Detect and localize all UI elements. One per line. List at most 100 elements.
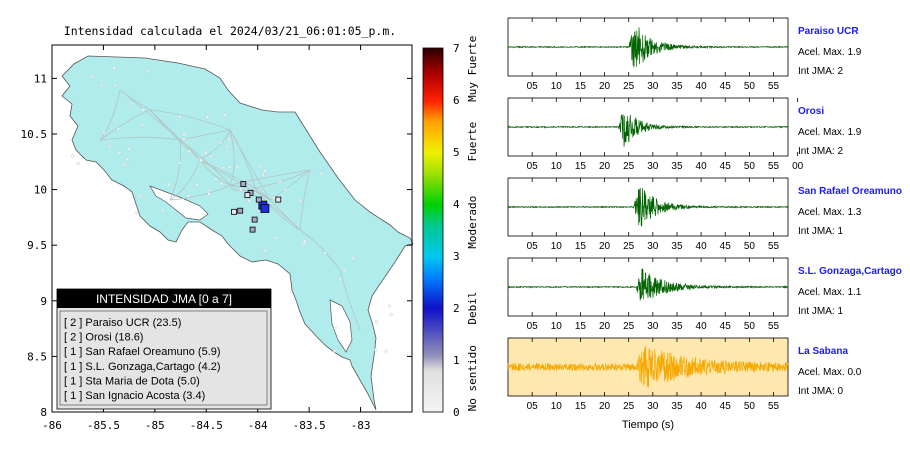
colorbar-segment xyxy=(423,305,443,309)
legend-entry: [ 2 ] Paraiso UCR (23.5) xyxy=(64,317,181,329)
trace-accel-label: Acel. Max. 1.1 xyxy=(798,287,862,298)
seismogram-panel-1: 05 10 15 20 25 30 35 40 45 50 55 00 Orosi Acel. Max. … xyxy=(507,97,862,172)
road-line xyxy=(229,184,271,201)
colorbar-segment xyxy=(423,349,443,353)
town-marker xyxy=(235,165,239,169)
town-marker xyxy=(195,183,199,187)
trace-tick-label: 35 xyxy=(671,401,683,412)
town-marker xyxy=(261,173,265,176)
map-y-tick-label: 8.5 xyxy=(27,350,47,363)
map-x-tick-label: -85.5 xyxy=(87,419,120,432)
colorbar-tick-label: 4 xyxy=(453,198,460,211)
colorbar-segment xyxy=(423,94,443,98)
colorbar-segment xyxy=(423,347,443,351)
town-marker xyxy=(187,194,190,198)
colorbar-segment xyxy=(423,89,443,93)
trace-tick-label: 40 xyxy=(696,321,708,332)
trace-tick-label: 15 xyxy=(575,321,587,332)
colorbar-segment xyxy=(423,245,443,249)
colorbar-segment xyxy=(423,240,443,244)
trace-tick-label: 25 xyxy=(623,401,635,412)
intensity-map: Intensidad calculada el 2024/03/21_06:01… xyxy=(21,24,480,432)
colorbar-segment xyxy=(423,261,443,265)
colorbar-segment xyxy=(423,235,443,239)
town-marker xyxy=(208,188,212,192)
colorbar-segment xyxy=(423,100,443,104)
colorbar-segment xyxy=(423,159,443,163)
road-line xyxy=(199,129,231,161)
legend-entries: [ 2 ] Paraiso UCR (23.5) [ 2 ] Orosi (18.… xyxy=(64,317,221,402)
town-marker xyxy=(100,83,103,87)
colorbar-frame xyxy=(422,47,444,413)
trace-station-name: Paraiso UCR xyxy=(798,26,859,37)
colorbar-segment xyxy=(423,180,443,184)
trace-accel-label: Acel. Max. 0.0 xyxy=(798,367,862,378)
colorbar-category-label: Debil xyxy=(466,291,479,324)
colorbar-segment xyxy=(423,391,443,395)
trace-tick-label: 05 xyxy=(527,401,539,412)
colorbar-segment xyxy=(423,136,443,140)
map-y-tick-label: 8 xyxy=(40,406,47,419)
colorbar-segment xyxy=(423,271,443,275)
map-x-tick-label: -84.5 xyxy=(190,419,223,432)
map-x-tick-label: -83 xyxy=(351,419,371,432)
colorbar-segment xyxy=(423,378,443,382)
trace-waveform xyxy=(507,187,789,227)
town-marker xyxy=(247,199,251,203)
town-marker xyxy=(389,313,393,317)
trace-jma-label: Int JMA: 0 xyxy=(798,386,843,397)
legend-entry: [ 2 ] Orosi (18.6) xyxy=(64,332,143,344)
colorbar-segment xyxy=(423,406,443,410)
town-marker xyxy=(222,166,225,170)
colorbar-segment xyxy=(423,237,443,241)
trace-tick-label: 05 xyxy=(527,161,539,172)
colorbar-segment xyxy=(423,367,443,371)
town-marker xyxy=(223,113,226,117)
town-marker xyxy=(374,348,378,352)
colorbar-segment xyxy=(423,102,443,106)
colorbar-segment xyxy=(423,313,443,317)
colorbar-segment xyxy=(423,115,443,119)
station-marker xyxy=(231,208,237,215)
costa-rica-land xyxy=(61,55,414,411)
station-markers xyxy=(231,181,282,233)
trace-tick-label: 25 xyxy=(623,321,635,332)
colorbar-category-label: No sentido xyxy=(466,345,479,411)
trace-tick-label: 55 xyxy=(768,161,780,172)
colorbar-segment xyxy=(423,167,443,171)
colorbar-segment xyxy=(423,297,443,301)
gulf-of-nicoya xyxy=(149,185,209,221)
town-marker xyxy=(323,251,327,255)
colorbar-segment xyxy=(423,253,443,257)
colorbar-segment xyxy=(423,123,443,127)
colorbar-segment xyxy=(423,328,443,332)
town-marker xyxy=(113,83,117,87)
colorbar-segment xyxy=(423,222,443,226)
seismogram-panel-0: 05 10 15 20 25 30 35 40 45 50 55 Paraiso UCR Acel. M… xyxy=(507,17,862,92)
seismogram-panel-2: 05 10 15 20 25 30 35 40 45 50 55 San Rafael Oreamun… xyxy=(507,177,902,252)
colorbar-segment xyxy=(423,201,443,205)
colorbar-segment xyxy=(423,331,443,335)
colorbar-segment xyxy=(423,341,443,345)
colorbar-segment xyxy=(423,157,443,161)
legend-header-bg xyxy=(57,289,271,308)
town-marker xyxy=(257,165,261,168)
colorbar-tick-label: 1 xyxy=(453,354,460,367)
map-x-tick-label: -85 xyxy=(145,419,165,432)
map-x-tick-label: -83.5 xyxy=(293,419,326,432)
colorbar-segment xyxy=(423,323,443,327)
town-marker xyxy=(214,177,218,181)
colorbar-segment xyxy=(423,365,443,369)
town-marker xyxy=(207,192,211,196)
road-line xyxy=(179,139,201,161)
trace-tick-label: 15 xyxy=(575,401,587,412)
colorbar-tick-label: 3 xyxy=(453,250,460,263)
colorbar-segment xyxy=(423,357,443,361)
colorbar-segment xyxy=(423,144,443,148)
town-marker xyxy=(204,151,208,154)
town-marker xyxy=(228,165,231,169)
trace-jma-label: Int JMA: 2 xyxy=(798,146,843,157)
trace-tick-label: 10 xyxy=(551,321,563,332)
trace-accel-label: Acel. Max. 1.9 xyxy=(798,47,862,58)
